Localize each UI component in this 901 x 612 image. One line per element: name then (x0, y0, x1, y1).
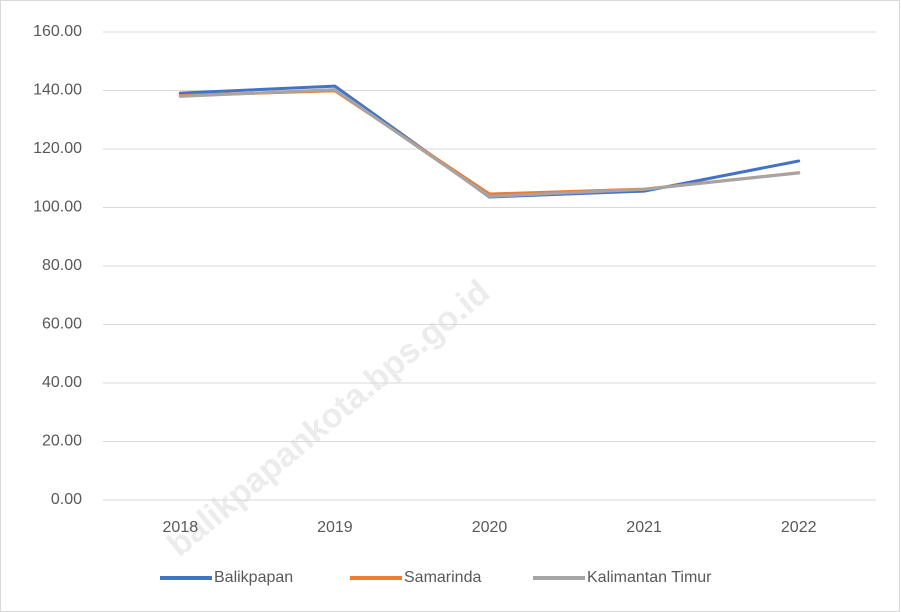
legend-label: Balikpapan (214, 569, 293, 586)
y-tick-label: 120.00 (33, 140, 82, 157)
x-tick-label: 2018 (163, 519, 199, 536)
y-tick-label: 100.00 (33, 199, 82, 216)
y-tick-label: 20.00 (42, 433, 82, 450)
x-tick-label: 2020 (472, 519, 508, 536)
y-tick-label: 0.00 (51, 491, 82, 508)
legend-label: Kalimantan Timur (587, 569, 712, 586)
legend-label: Samarinda (404, 569, 481, 586)
x-tick-label: 2021 (626, 519, 662, 536)
y-tick-label: 40.00 (42, 374, 82, 391)
y-tick-label: 80.00 (42, 257, 82, 274)
x-tick-label: 2019 (317, 519, 353, 536)
series-line (178, 88, 801, 198)
y-tick-label: 60.00 (42, 316, 82, 333)
y-tick-label: 140.00 (33, 82, 82, 99)
x-tick-label: 2022 (781, 519, 817, 536)
y-tick-label: 160.00 (33, 23, 82, 40)
